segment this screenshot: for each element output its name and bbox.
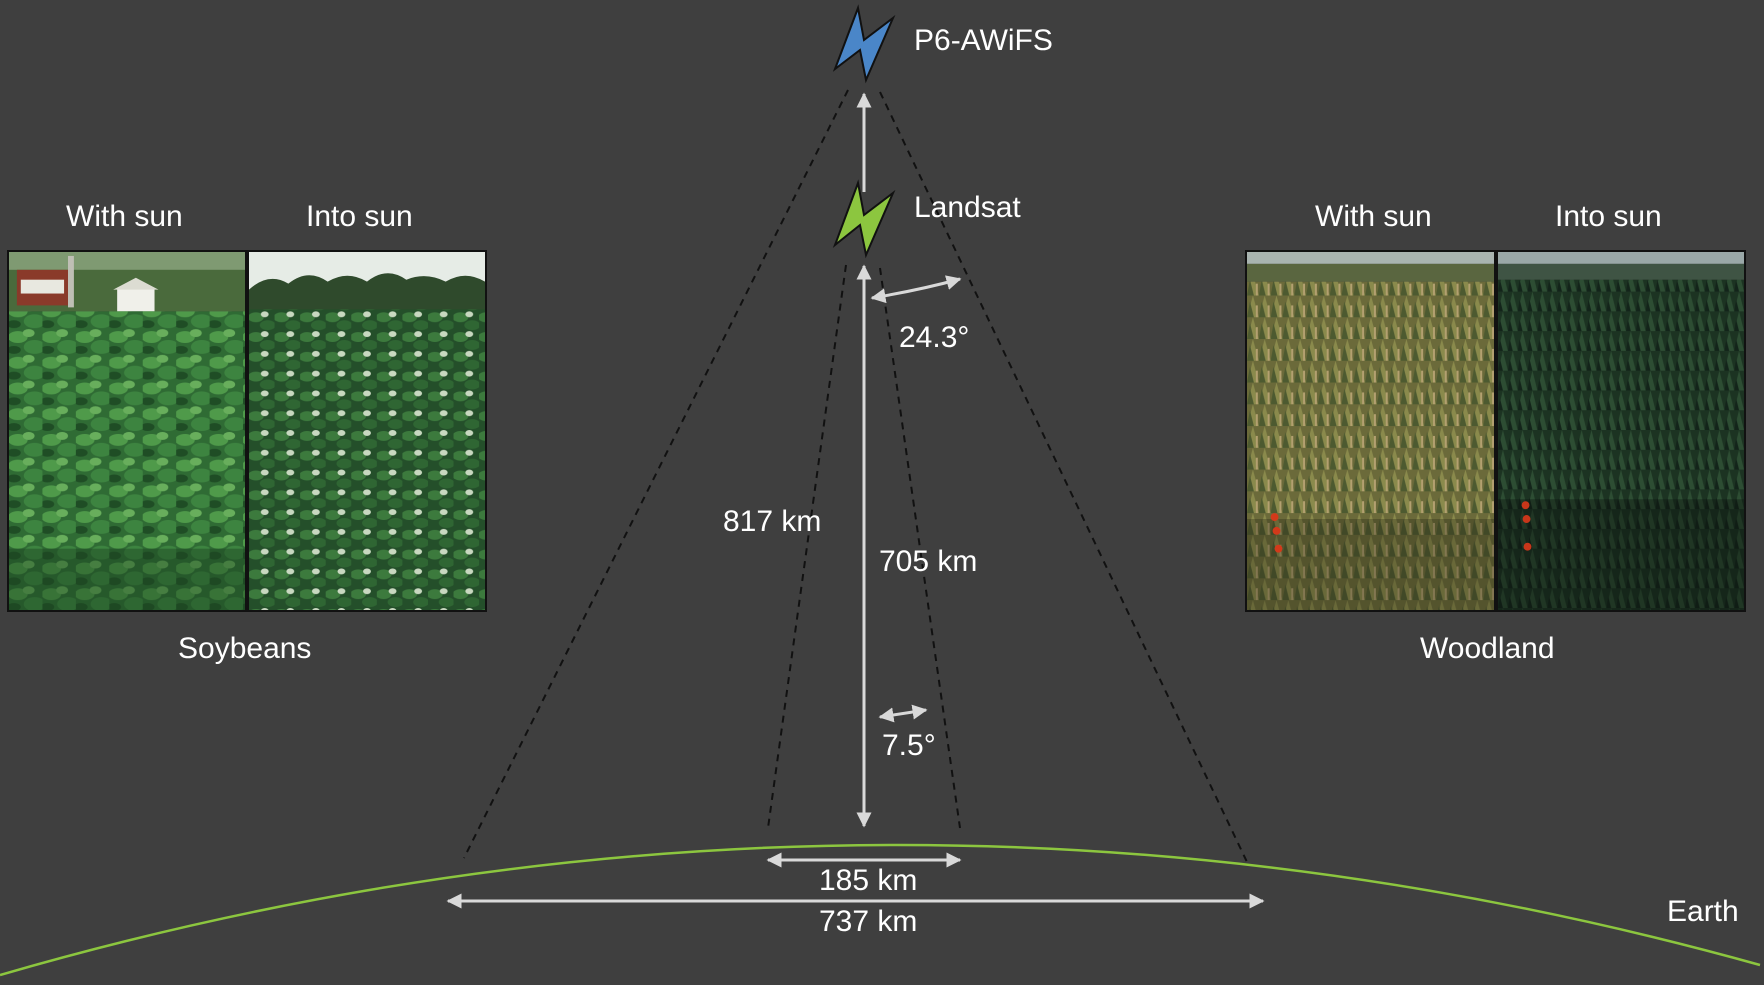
landsat-angle-arc: [880, 710, 926, 717]
awifs-angle-arc: [872, 279, 960, 298]
landsat-swath-label: 185 km: [819, 866, 917, 896]
awifs-label: P6-AWiFS: [914, 26, 1053, 56]
landsat-angle-label: 7.5°: [882, 731, 936, 761]
awifs-angle-label: 24.3°: [899, 323, 969, 353]
soybeans-with-sun-photo: [7, 250, 247, 612]
landsat-fov-left-line: [768, 265, 846, 828]
awifs-altitude-label: 817 km: [723, 507, 821, 537]
woodland-caption: Woodland: [1420, 634, 1555, 664]
awifs-swath-label: 737 km: [819, 907, 917, 937]
soybeans-caption: Soybeans: [178, 634, 311, 664]
woodland-into-sun-photo: [1496, 250, 1746, 612]
soybeans-with-sun-label: With sun: [66, 202, 183, 232]
soybeans-into-sun-photo: [247, 250, 487, 612]
landsat-label: Landsat: [914, 193, 1021, 223]
awifs-fov-left-line: [464, 90, 848, 858]
landsat-altitude-label: 705 km: [879, 547, 977, 577]
earth-label: Earth: [1667, 897, 1739, 927]
soybeans-into-sun-label: Into sun: [306, 202, 413, 232]
woodland-with-sun-photo: [1245, 250, 1496, 612]
woodland-with-sun-label: With sun: [1315, 202, 1432, 232]
landsat-satellite-icon: [835, 183, 893, 255]
awifs-satellite-icon: [835, 8, 893, 80]
woodland-into-sun-label: Into sun: [1555, 202, 1662, 232]
